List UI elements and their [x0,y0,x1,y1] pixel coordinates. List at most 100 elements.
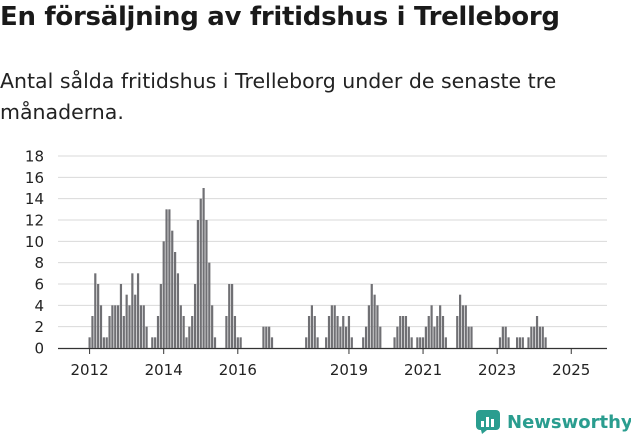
bar [268,326,271,348]
bar [142,305,145,348]
bar [88,337,91,348]
bar [136,273,140,348]
bar [239,337,242,348]
bar [516,337,519,348]
bar [111,305,114,348]
bar [362,337,365,348]
bar [99,305,103,348]
bar [182,316,185,348]
bar [507,337,510,348]
bar [145,326,148,348]
bar [433,326,436,348]
bar [407,326,410,348]
bar [168,209,171,348]
bar [233,316,237,348]
bar [416,337,419,348]
y-tick-label: 18 [25,148,44,166]
bar [188,326,191,348]
bar [521,337,524,348]
bar [350,337,353,348]
bar [518,337,522,348]
bar [373,294,376,348]
bar [325,337,328,348]
bar [421,337,425,348]
bar [345,326,348,348]
bar [270,337,274,348]
bar [330,305,333,348]
bar [125,294,128,348]
y-tick-label: 2 [34,318,44,336]
bar [134,294,137,348]
bar [402,316,405,348]
bar [464,305,467,348]
bar [94,273,97,348]
chart-title: En försäljning av fritidshus i Trellebor… [0,2,560,32]
bar [470,326,473,348]
bar [393,337,396,348]
bar [171,230,174,348]
bar [174,252,177,348]
gridlines [58,155,607,350]
bar [441,316,445,348]
bar [191,316,194,348]
bar [97,284,100,348]
x-axis-ticks: 2012 2014 2016 2019 2021 2023 2025 [71,349,590,379]
newsworthy-icon [476,410,500,434]
bar [122,316,125,348]
bar [439,305,442,348]
bar [396,326,399,348]
y-tick-label: 10 [25,233,44,251]
bar [213,337,217,348]
bar [364,326,368,348]
bars [88,188,547,348]
bar [339,326,342,348]
bar [265,326,268,348]
bar [399,316,402,348]
bar [131,273,134,348]
x-tick-label: 2025 [552,361,590,379]
bar [231,284,234,348]
bar [176,273,180,348]
x-tick-label: 2014 [145,361,183,379]
bar [313,316,316,348]
bar [193,284,197,348]
bar [370,284,373,348]
bar [410,337,413,348]
bar [430,305,433,348]
bar [316,337,319,348]
bar [333,305,336,348]
y-tick-label: 4 [34,297,44,315]
bar [336,316,339,348]
bar [367,305,370,348]
bar [459,294,462,348]
bar [305,337,308,348]
bar [456,316,459,348]
bar [225,316,228,348]
bar [105,337,108,348]
bar [327,316,331,348]
bar [424,326,427,348]
bar [498,337,502,348]
bar [159,284,162,348]
bar [533,326,536,348]
bar [185,337,188,348]
bar [151,337,154,348]
y-tick-label: 12 [25,212,44,230]
y-tick-label: 14 [25,190,44,208]
bar [196,220,199,348]
bar-chart: 0 2 4 6 8 10 12 14 16 18 2012 2014 2016 2019 2021 2023… [25,140,607,379]
bar [91,316,94,348]
bar [538,326,541,348]
bar [310,305,313,348]
bar [139,305,142,348]
bar [541,326,544,348]
bar [535,316,539,348]
bar [162,241,165,348]
bar [501,326,504,348]
chart-subtitle: Antal sålda fritidshus i Trelleborg unde… [0,69,557,124]
bar [461,305,465,348]
x-tick-label: 2012 [71,361,109,379]
y-axis-ticks: 0 2 4 6 8 10 12 14 16 18 [25,148,44,358]
bar [504,326,507,348]
bar [530,326,533,348]
